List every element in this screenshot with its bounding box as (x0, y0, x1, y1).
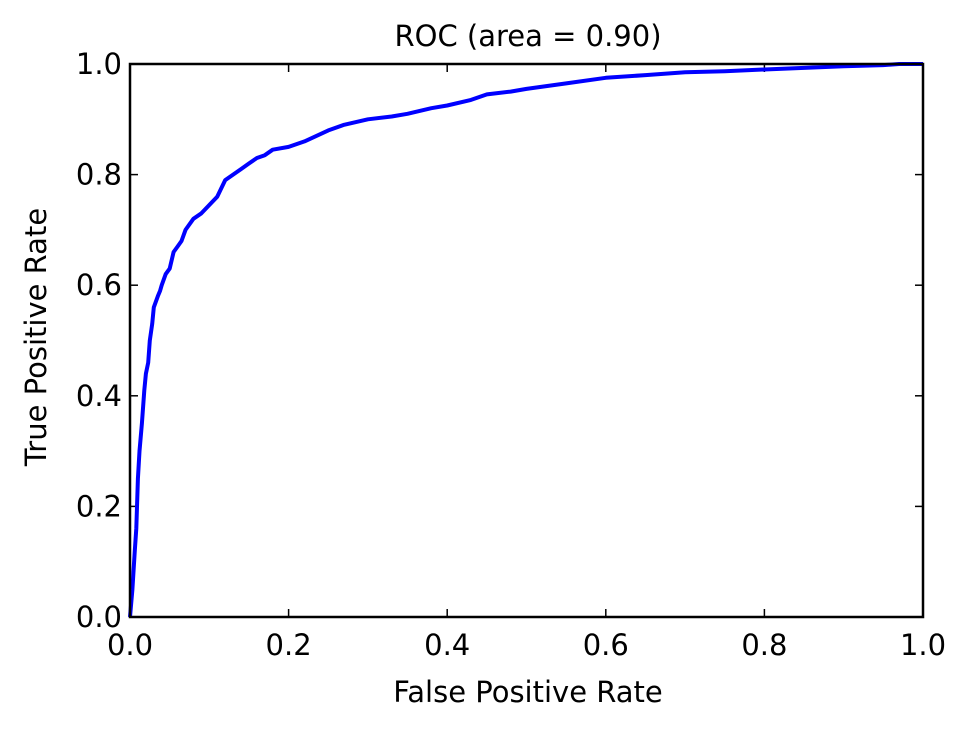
y-tick-label: 0.8 (76, 158, 122, 192)
x-axis-label: False Positive Rate (393, 675, 663, 709)
x-tick-label: 0.0 (107, 628, 153, 662)
x-tick-label: 0.8 (741, 628, 787, 662)
chart-title: ROC (area = 0.90) (394, 19, 661, 53)
ticks-layer: 0.0 0.2 0.4 0.6 0.8 1.0 0.0 0.2 0.4 0.6 0.8 1.0 (76, 47, 946, 662)
x-tick-label: 0.2 (266, 628, 312, 662)
y-tick-label: 0.0 (76, 600, 122, 634)
x-tick-label: 0.4 (424, 628, 470, 662)
x-tick-label: 0.6 (583, 628, 629, 662)
y-tick-label: 1.0 (76, 47, 122, 81)
x-tick-label: 1.0 (900, 628, 946, 662)
plot-frame (128, 62, 925, 619)
y-tick-label: 0.4 (76, 379, 122, 413)
y-tick-label: 0.6 (76, 268, 122, 302)
series-layer (128, 62, 923, 618)
y-axis-label: True Positive Rate (19, 208, 53, 467)
y-tick-label: 0.2 (76, 489, 122, 523)
roc-curve-line (128, 62, 923, 618)
